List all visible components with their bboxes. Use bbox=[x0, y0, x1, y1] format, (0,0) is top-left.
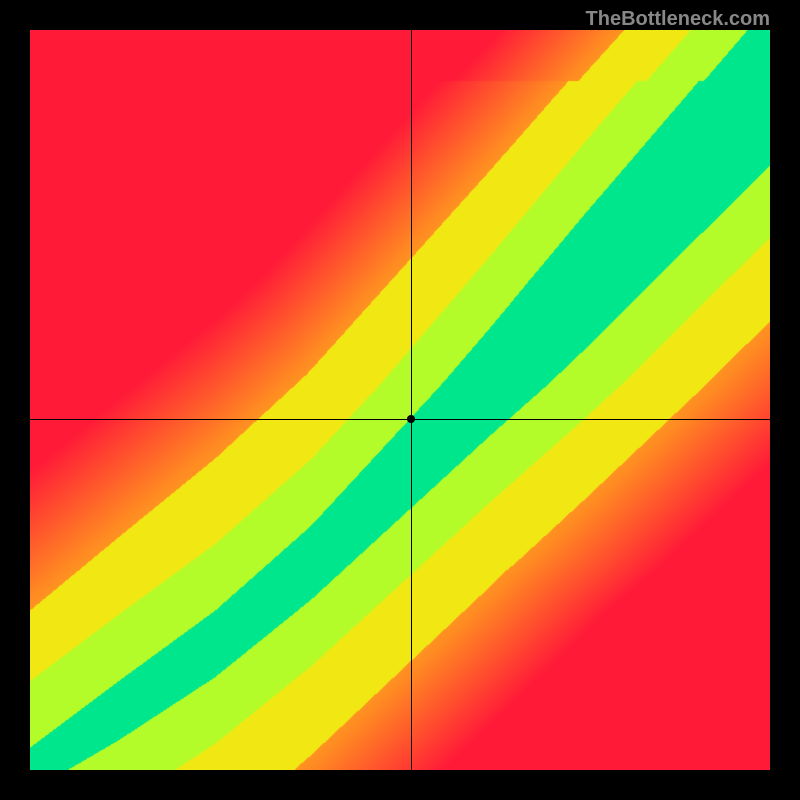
watermark-text: TheBottleneck.com bbox=[586, 8, 770, 31]
crosshair-vertical bbox=[411, 30, 412, 770]
crosshair-horizontal bbox=[30, 419, 770, 420]
crosshair-marker bbox=[407, 415, 415, 423]
heatmap-canvas bbox=[30, 30, 770, 770]
heatmap-plot bbox=[30, 30, 770, 770]
